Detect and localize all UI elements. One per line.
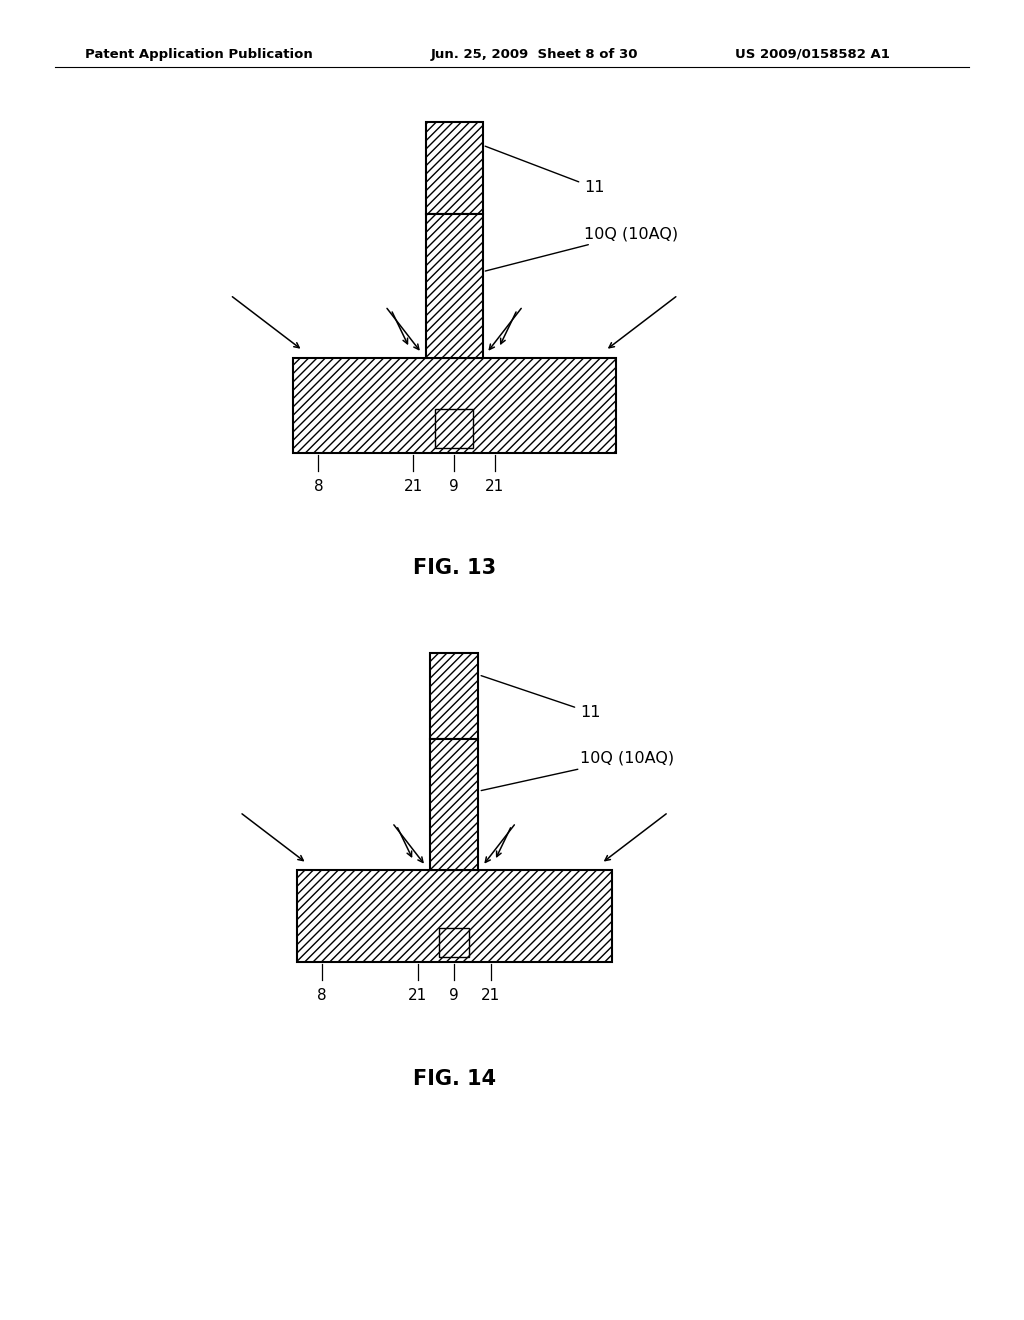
Text: 11: 11: [481, 676, 600, 719]
Bar: [426, 214, 482, 358]
Bar: [293, 358, 615, 453]
Text: 11: 11: [485, 147, 604, 195]
Text: 21: 21: [481, 987, 501, 1003]
Text: 21: 21: [485, 479, 505, 494]
Text: FIG. 14: FIG. 14: [413, 1069, 496, 1089]
Text: 9: 9: [450, 479, 459, 494]
Text: 10Q (10AQ): 10Q (10AQ): [485, 226, 678, 271]
Text: Jun. 25, 2009  Sheet 8 of 30: Jun. 25, 2009 Sheet 8 of 30: [431, 48, 638, 61]
Text: FIG. 13: FIG. 13: [413, 557, 496, 578]
Bar: [426, 123, 482, 214]
Bar: [435, 409, 473, 447]
Text: 10Q (10AQ): 10Q (10AQ): [481, 751, 674, 791]
Text: 21: 21: [408, 987, 427, 1003]
Text: 21: 21: [403, 479, 423, 494]
Text: 8: 8: [313, 479, 324, 494]
Bar: [297, 870, 611, 962]
Text: Patent Application Publication: Patent Application Publication: [85, 48, 313, 61]
Text: 9: 9: [450, 987, 459, 1003]
Bar: [430, 653, 478, 739]
Bar: [439, 928, 469, 957]
Text: US 2009/0158582 A1: US 2009/0158582 A1: [735, 48, 890, 61]
Text: 8: 8: [317, 987, 327, 1003]
Bar: [430, 739, 478, 870]
